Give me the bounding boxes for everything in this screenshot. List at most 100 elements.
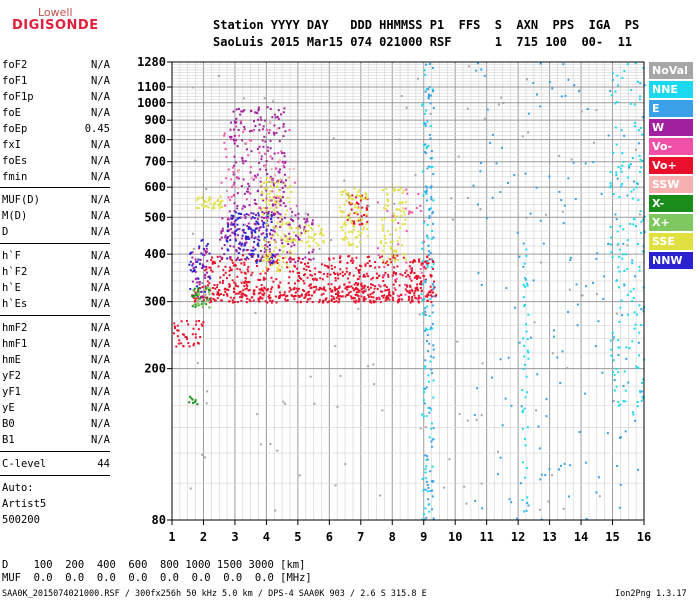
data-point <box>636 367 639 370</box>
data-point <box>265 180 268 183</box>
data-point <box>236 223 239 226</box>
data-point <box>426 186 429 189</box>
data-point <box>413 259 416 262</box>
data-point <box>220 232 223 235</box>
data-point <box>298 227 301 230</box>
data-point <box>244 237 247 240</box>
data-point <box>257 223 260 226</box>
data-point <box>270 211 273 214</box>
data-point <box>263 207 266 210</box>
data-point <box>425 415 428 418</box>
data-point <box>402 256 405 259</box>
data-point <box>256 173 259 176</box>
data-point <box>360 218 363 221</box>
data-point <box>363 290 366 293</box>
data-point <box>326 272 329 275</box>
data-point <box>276 115 279 118</box>
data-point <box>430 237 433 240</box>
data-point <box>355 293 358 296</box>
data-point <box>204 296 207 299</box>
data-point <box>407 295 410 298</box>
data-point <box>258 288 261 291</box>
data-point <box>238 169 241 172</box>
data-point <box>429 298 432 301</box>
data-point <box>247 154 250 157</box>
data-point <box>353 222 356 225</box>
data-point <box>260 287 263 290</box>
data-point <box>397 208 400 211</box>
data-point <box>246 187 249 190</box>
data-point <box>419 282 422 285</box>
data-point <box>633 275 636 278</box>
data-point <box>426 260 429 263</box>
data-point <box>425 88 428 91</box>
data-point <box>388 292 391 295</box>
data-point <box>238 291 241 294</box>
data-point <box>491 133 494 136</box>
param-label: foEp <box>2 123 28 135</box>
data-point <box>423 297 426 300</box>
param-label: fmin <box>2 171 28 183</box>
data-point <box>432 480 435 483</box>
data-point <box>194 291 197 294</box>
data-point <box>338 285 341 288</box>
data-point <box>423 260 426 263</box>
data-point <box>259 443 262 446</box>
data-point <box>258 229 261 232</box>
data-point <box>258 151 261 154</box>
param-value: 44 <box>97 458 110 470</box>
param-value: N/A <box>91 226 110 238</box>
data-point <box>221 199 224 202</box>
data-point <box>271 204 274 207</box>
data-point <box>258 145 261 148</box>
data-point <box>230 121 233 124</box>
data-point <box>401 274 404 277</box>
data-point <box>339 295 342 298</box>
data-point <box>207 284 210 287</box>
data-point <box>270 257 273 260</box>
data-point <box>239 241 242 244</box>
data-point <box>229 256 232 259</box>
data-point <box>347 217 350 220</box>
data-point <box>188 263 191 266</box>
data-point <box>395 250 398 253</box>
divider <box>0 315 110 316</box>
data-point <box>473 414 476 417</box>
data-point <box>618 346 621 349</box>
data-point <box>278 264 281 267</box>
data-point <box>474 500 477 503</box>
data-point <box>614 126 617 129</box>
data-point <box>268 214 271 217</box>
data-point <box>292 270 295 273</box>
data-point <box>249 226 252 229</box>
data-point <box>246 237 249 240</box>
data-point <box>397 299 400 302</box>
data-point <box>230 214 233 217</box>
data-point <box>532 81 535 84</box>
legend-item: NNW <box>649 252 693 269</box>
data-point <box>383 235 386 238</box>
data-point <box>296 301 299 304</box>
data-point <box>347 230 350 233</box>
data-point <box>360 288 363 291</box>
data-point <box>414 289 417 292</box>
data-point <box>429 470 432 473</box>
data-point <box>277 212 280 215</box>
data-point <box>562 63 565 66</box>
data-point <box>357 270 360 273</box>
data-point <box>548 468 551 471</box>
data-point <box>198 281 201 284</box>
data-point <box>393 188 396 191</box>
data-point <box>429 355 432 358</box>
data-point <box>624 430 627 433</box>
data-point <box>636 401 639 404</box>
data-point <box>521 411 524 414</box>
data-point <box>525 330 528 333</box>
data-point <box>239 120 242 123</box>
data-point <box>308 236 311 239</box>
data-point <box>200 252 203 255</box>
data-point <box>269 130 272 133</box>
data-point <box>635 186 638 189</box>
data-point <box>176 324 179 327</box>
data-point <box>304 256 307 259</box>
